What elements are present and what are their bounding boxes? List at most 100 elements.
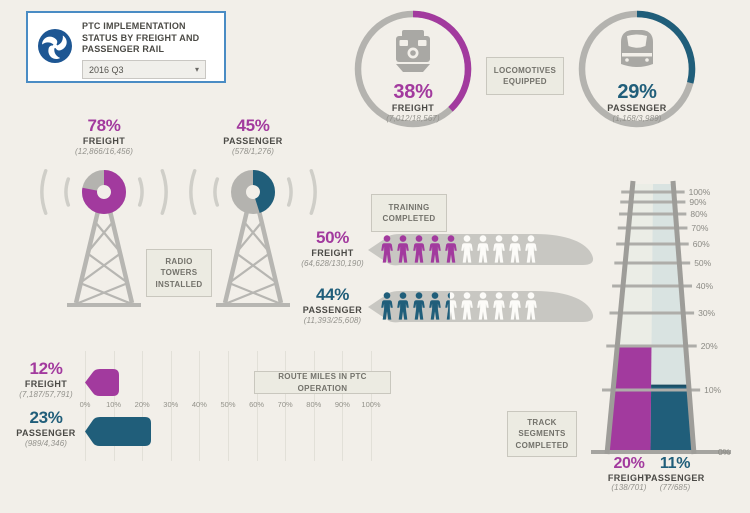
gridline bbox=[371, 351, 372, 461]
person-icon bbox=[381, 292, 393, 320]
chevron-down-icon: ▾ bbox=[194, 65, 199, 74]
person-icon bbox=[477, 292, 489, 320]
person-icon bbox=[381, 235, 393, 263]
gridline bbox=[85, 351, 86, 461]
passenger-train-icon bbox=[621, 30, 653, 67]
passenger-radio-towers-metric: 45% PASSENGER (578/1,276) bbox=[203, 116, 303, 156]
person-icon bbox=[493, 292, 505, 320]
axis-tick-label: 60% bbox=[249, 400, 265, 409]
person-icon bbox=[397, 292, 409, 320]
passenger-locomotives-metric: 29% PASSENGER (1,168/3,989) bbox=[576, 81, 698, 124]
freight-fill bbox=[607, 346, 652, 452]
ratio-value: (11,393/25,608) bbox=[303, 315, 362, 325]
axis-tick-label: 50% bbox=[694, 258, 711, 268]
gridline bbox=[256, 351, 258, 461]
freight-route-miles-bar bbox=[85, 369, 119, 396]
person-icon bbox=[461, 292, 473, 320]
percent-value: 38% bbox=[393, 81, 433, 103]
ratio-value: (578/1,276) bbox=[231, 146, 275, 156]
axis-tick-label: 80% bbox=[306, 400, 322, 409]
gridline bbox=[142, 351, 144, 461]
axis-tick-label: 0% bbox=[718, 447, 731, 457]
percent-value: 44% bbox=[315, 285, 350, 304]
series-label: PASSENGER bbox=[16, 427, 76, 438]
axis-tick-label: 60% bbox=[693, 239, 710, 249]
axis-tick-label: 50% bbox=[220, 400, 236, 409]
passenger-locomotives-donut bbox=[578, 10, 696, 128]
axis-tick-label: 40% bbox=[696, 281, 713, 291]
person-icon bbox=[413, 292, 425, 320]
ratio-value: (989/4,346) bbox=[24, 438, 68, 448]
axis-tick-label: 100% bbox=[361, 400, 381, 409]
locomotives-equipped-label: LOCOMOTIVES EQUIPPED bbox=[486, 57, 564, 95]
right-rail bbox=[670, 180, 697, 455]
gridline bbox=[199, 351, 201, 461]
series-label: FREIGHT bbox=[82, 135, 126, 146]
person-icon bbox=[429, 292, 441, 320]
ratio-value: (12,866/16,456) bbox=[75, 146, 133, 156]
gridline bbox=[113, 351, 115, 461]
donut-arc bbox=[82, 170, 126, 214]
axis-tick-label: 90% bbox=[689, 197, 706, 207]
freight-radio-tower-chart bbox=[40, 169, 168, 307]
person-icon bbox=[461, 235, 473, 263]
gridline bbox=[285, 351, 287, 461]
axis-tick-label: 40% bbox=[191, 400, 207, 409]
percent-value: 12% bbox=[29, 359, 63, 378]
percent-value: 45% bbox=[236, 116, 270, 135]
percent-value: 20% bbox=[613, 455, 645, 472]
percent-value: 23% bbox=[29, 408, 63, 427]
person-icon bbox=[413, 235, 425, 263]
training-completed-label: TRAINING COMPLETED bbox=[371, 194, 447, 232]
track-segments-chart: 0% 10% 20% 30% 40% 50% 60% 70% 80% 90%100% bbox=[591, 180, 731, 457]
ratio-value: (1,168/3,989) bbox=[612, 113, 662, 123]
ratio-value: (138/701) bbox=[611, 483, 647, 493]
passenger-route-miles-metric: 23% PASSENGER (989/4,346) bbox=[4, 408, 88, 448]
series-label: FREIGHT bbox=[311, 247, 354, 258]
radio-towers-installed-label: RADIO TOWERS INSTALLED bbox=[146, 249, 212, 297]
person-icon bbox=[397, 235, 409, 263]
axis-tick-label: 10% bbox=[106, 400, 122, 409]
series-label: PASSENGER bbox=[302, 304, 363, 315]
left-rail bbox=[604, 180, 636, 455]
percent-value: 11% bbox=[659, 455, 691, 472]
freight-training-pictograph bbox=[368, 234, 594, 266]
gridline bbox=[170, 351, 172, 461]
ratio-value: (7,187/57,791) bbox=[19, 389, 73, 399]
gridline bbox=[228, 351, 229, 461]
axis-tick-label: 70% bbox=[691, 223, 708, 233]
route-miles-axis: 0% 10% 20% 30% 40% 50% 60% 70% 80% 90% 100% bbox=[80, 400, 385, 410]
axis-tick-label: 100% bbox=[689, 187, 711, 197]
person-icon bbox=[477, 235, 489, 263]
series-label: FREIGHT bbox=[391, 103, 435, 113]
passenger-track-segments-metric: 11% PASSENGER (77/685) bbox=[643, 455, 707, 493]
series-label: PASSENGER bbox=[607, 103, 667, 113]
radio-waves-icon bbox=[40, 169, 168, 215]
axis-tick-label: 30% bbox=[698, 308, 715, 318]
percent-value: 29% bbox=[617, 81, 657, 103]
route-miles-grid bbox=[85, 351, 373, 461]
freight-locomotive-icon bbox=[396, 30, 430, 72]
track-segments-label: TRACK SEGMENTS COMPLETED bbox=[507, 411, 577, 457]
quarter-dropdown[interactable]: 2016 Q3 ▾ bbox=[82, 60, 206, 79]
donut-arc bbox=[354, 10, 472, 128]
ratio-value: (77/685) bbox=[659, 483, 691, 493]
percent-value: 50% bbox=[315, 228, 350, 247]
radio-tower-icon bbox=[67, 210, 141, 307]
axis-tick-label: 20% bbox=[134, 400, 150, 409]
person-icon bbox=[445, 235, 457, 263]
passenger-training-metric: 44% PASSENGER (11,393/25,608) bbox=[281, 285, 384, 325]
route-miles-label: ROUTE MILES IN PTC OPERATION bbox=[254, 371, 391, 394]
axis-tick-label: 0% bbox=[79, 400, 91, 409]
passenger-bar-shape bbox=[85, 417, 151, 446]
freight-locomotives-metric: 38% FREIGHT (7,012/18,567) bbox=[352, 81, 474, 124]
gridline bbox=[342, 351, 344, 461]
series-label: FREIGHT bbox=[607, 472, 651, 483]
axis-tick-label: 20% bbox=[701, 341, 718, 351]
axis-tick-label: 80% bbox=[690, 209, 707, 219]
passenger-fill bbox=[650, 385, 694, 452]
passenger-route-miles-bar bbox=[85, 417, 151, 446]
axis-tick-label: 70% bbox=[277, 400, 293, 409]
series-label: PASSENGER bbox=[223, 135, 283, 146]
